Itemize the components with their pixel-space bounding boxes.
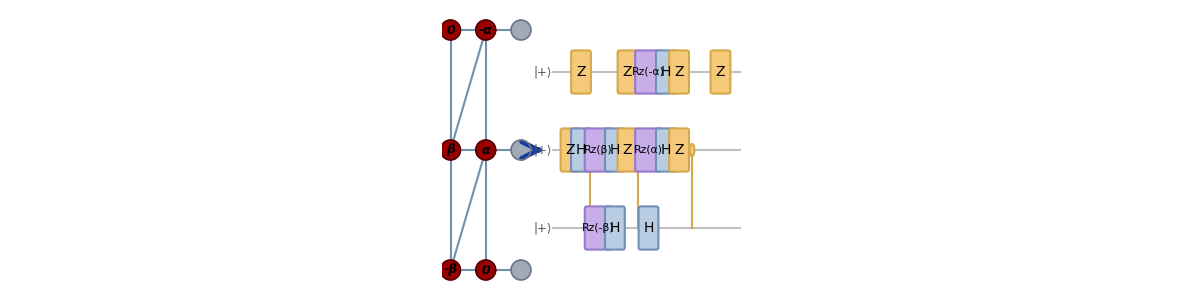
FancyBboxPatch shape xyxy=(605,128,625,172)
Text: Z: Z xyxy=(716,65,725,79)
Text: Rz(-β): Rz(-β) xyxy=(582,223,614,233)
Text: H: H xyxy=(661,143,671,157)
Circle shape xyxy=(511,260,531,280)
Text: |+⟩: |+⟩ xyxy=(534,65,552,79)
Text: α: α xyxy=(481,143,490,157)
Text: β: β xyxy=(446,143,455,157)
FancyBboxPatch shape xyxy=(639,206,659,250)
Text: Z: Z xyxy=(576,65,586,79)
Text: |+⟩: |+⟩ xyxy=(534,143,552,157)
Circle shape xyxy=(440,20,460,40)
FancyBboxPatch shape xyxy=(670,50,689,94)
Text: -α: -α xyxy=(479,23,492,37)
Ellipse shape xyxy=(588,144,593,156)
Circle shape xyxy=(511,20,531,40)
FancyBboxPatch shape xyxy=(711,50,730,94)
FancyBboxPatch shape xyxy=(635,128,661,172)
FancyBboxPatch shape xyxy=(584,206,612,250)
FancyBboxPatch shape xyxy=(618,50,638,94)
Circle shape xyxy=(476,260,496,280)
Circle shape xyxy=(476,140,496,160)
Text: Rz(-α): Rz(-α) xyxy=(632,67,665,77)
Text: Z: Z xyxy=(674,65,684,79)
Text: Z: Z xyxy=(565,143,575,157)
Ellipse shape xyxy=(635,144,640,156)
Text: Z: Z xyxy=(674,143,684,157)
Circle shape xyxy=(440,140,460,160)
Text: Rz(α): Rz(α) xyxy=(634,145,662,155)
Text: H: H xyxy=(644,221,654,235)
Text: Rz(β): Rz(β) xyxy=(583,145,613,155)
Circle shape xyxy=(476,20,496,40)
Text: H: H xyxy=(661,65,671,79)
Text: Z: Z xyxy=(622,143,632,157)
FancyBboxPatch shape xyxy=(571,128,590,172)
Circle shape xyxy=(440,260,460,280)
FancyBboxPatch shape xyxy=(618,128,638,172)
Text: H: H xyxy=(576,143,587,157)
FancyBboxPatch shape xyxy=(657,128,675,172)
FancyBboxPatch shape xyxy=(584,128,612,172)
Text: H: H xyxy=(609,221,620,235)
Text: |+⟩: |+⟩ xyxy=(534,221,552,235)
FancyBboxPatch shape xyxy=(635,50,661,94)
Text: -β: -β xyxy=(444,263,458,277)
Text: 0: 0 xyxy=(446,23,455,37)
FancyBboxPatch shape xyxy=(670,128,689,172)
FancyBboxPatch shape xyxy=(605,206,625,250)
Ellipse shape xyxy=(690,144,694,156)
Text: 0: 0 xyxy=(481,263,490,277)
FancyBboxPatch shape xyxy=(561,128,581,172)
FancyBboxPatch shape xyxy=(571,50,590,94)
Text: H: H xyxy=(609,143,620,157)
Circle shape xyxy=(511,140,531,160)
Text: Z: Z xyxy=(622,65,632,79)
FancyBboxPatch shape xyxy=(657,50,675,94)
